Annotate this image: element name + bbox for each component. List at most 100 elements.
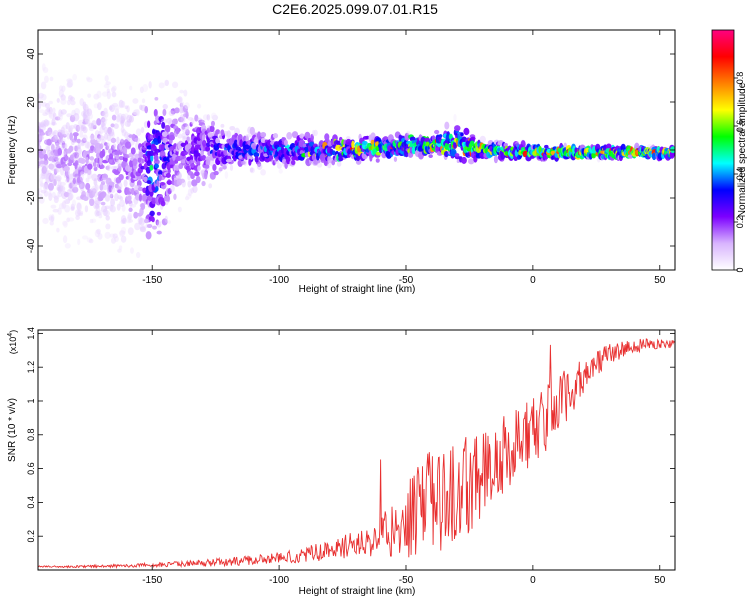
spectrogram-cell — [83, 196, 89, 201]
spectrogram-cell — [479, 135, 486, 144]
spectrogram-cell — [243, 159, 247, 166]
spectrogram-cell — [47, 190, 52, 197]
spectrogram-cell — [59, 185, 66, 192]
spectrogram-cell — [278, 168, 283, 174]
spectrogram-cell — [86, 108, 93, 117]
spectrogram-cell — [313, 129, 318, 137]
spectrogram-cell — [180, 115, 186, 123]
spectrogram-cell — [135, 128, 142, 137]
spectrogram-cell — [48, 214, 53, 221]
spectrogram-cell — [43, 190, 49, 197]
spectrogram-cell — [124, 141, 132, 149]
spectrogram-cell — [46, 138, 52, 146]
spectrogram-cell — [257, 161, 262, 168]
spectrogram-cell — [169, 185, 175, 192]
spectrogram-cell — [454, 125, 461, 132]
spectrogram-cell — [100, 205, 108, 213]
x-tick-label: -100 — [269, 575, 289, 586]
spectrogram-cell — [249, 167, 255, 174]
spectrogram-cell — [152, 225, 157, 230]
y-tick-label: 0.2 — [26, 530, 36, 543]
spectrogram-cell — [77, 124, 84, 132]
spectrogram-cell — [260, 131, 267, 138]
spectrogram-cell — [98, 214, 103, 219]
x-tick-label: 50 — [654, 275, 666, 286]
spectrogram-cell — [52, 173, 56, 180]
spectrogram-cell — [239, 139, 244, 148]
spectrogram-cell — [42, 217, 49, 225]
spectrogram-cell — [222, 165, 227, 170]
spectrogram-cell — [74, 209, 81, 217]
spectrogram-cell — [241, 160, 246, 165]
spectrogram-cell — [70, 203, 75, 210]
spectrogram-cell — [118, 182, 123, 190]
y-tick-label: 0.4 — [26, 496, 36, 509]
spectrogram-cell — [100, 201, 106, 206]
spectrogram-cell — [84, 205, 89, 213]
spectrogram-cell — [38, 196, 45, 204]
y-tick-label: -40 — [26, 238, 37, 253]
snr-x-ticks: -150 -100 -50 0 50 — [142, 330, 666, 586]
spectrogram-cell — [116, 203, 121, 211]
spectrogram-cell — [75, 168, 79, 175]
spectrogram-cell — [94, 209, 100, 217]
spectrogram-cell — [85, 114, 90, 122]
spectrogram-cell — [70, 206, 75, 212]
spectrogram-cell — [177, 173, 182, 179]
spectrogram-cell — [48, 216, 55, 222]
spectrogram-cell — [185, 129, 191, 135]
spectrogram-cell — [244, 144, 251, 150]
spectrogram-cell — [99, 126, 105, 134]
spectrogram-cell — [45, 177, 50, 183]
spectrogram-cell — [160, 143, 165, 151]
spectrogram-cell — [38, 96, 42, 102]
spectrogram-cell — [544, 144, 549, 149]
spectrogram-cell — [71, 182, 77, 189]
spectrogram-cell — [183, 89, 188, 97]
spectrogram-cell — [76, 202, 83, 212]
spectrogram-cell — [91, 218, 97, 223]
spectrogram-cell — [57, 185, 62, 195]
x-tick-label: 50 — [654, 575, 666, 586]
spectrogram-cell — [120, 113, 127, 122]
spectrogram-cell — [86, 237, 93, 243]
spectrogram-cell — [182, 104, 189, 113]
spectrogram-cell — [88, 238, 94, 244]
spectrogram-cell — [60, 98, 67, 105]
spectrogram-cell — [156, 220, 162, 228]
spectrogram-cell — [111, 91, 117, 98]
spectrogram-cell — [113, 170, 120, 176]
spectrogram-cell — [110, 87, 116, 93]
spectrogram-cell — [118, 155, 125, 161]
spectrogram-cell — [74, 145, 78, 152]
spectrogram-cell — [139, 224, 146, 231]
spectrogram-cell — [69, 114, 76, 123]
spectrogram-cell — [116, 136, 120, 145]
spectrogram-cell — [82, 137, 87, 143]
spectrogram-cell — [151, 216, 155, 223]
spectrogram-cell — [225, 130, 232, 139]
spectrogram-cell — [128, 207, 133, 213]
spectrogram-cell — [99, 143, 104, 150]
spectrogram-cell — [150, 154, 154, 162]
spectrogram-cell — [174, 107, 180, 114]
y-tick-label: 20 — [26, 96, 37, 108]
spectrogram-cell — [62, 150, 67, 157]
spectrogram-cell — [89, 218, 94, 224]
spectrogram-cell — [110, 186, 116, 193]
spectrogram-cell — [154, 96, 159, 101]
spectrogram-cell — [61, 200, 67, 209]
spectrogram-cell — [351, 140, 355, 149]
spectrogram-cell — [99, 158, 103, 167]
spectrogram-cell — [184, 196, 190, 201]
spectrogram-cell — [74, 186, 79, 193]
spectrogram-cell — [190, 187, 194, 194]
spectrogram-cell — [132, 109, 138, 115]
spectrogram-cell — [85, 111, 91, 116]
spectrogram-cell — [118, 166, 122, 172]
spectrogram-cell — [80, 158, 86, 164]
spectrogram-cell — [95, 204, 100, 209]
spectrogram-cell — [66, 99, 71, 106]
spectrogram-cell — [102, 111, 107, 119]
spectrogram-cell — [147, 120, 151, 129]
